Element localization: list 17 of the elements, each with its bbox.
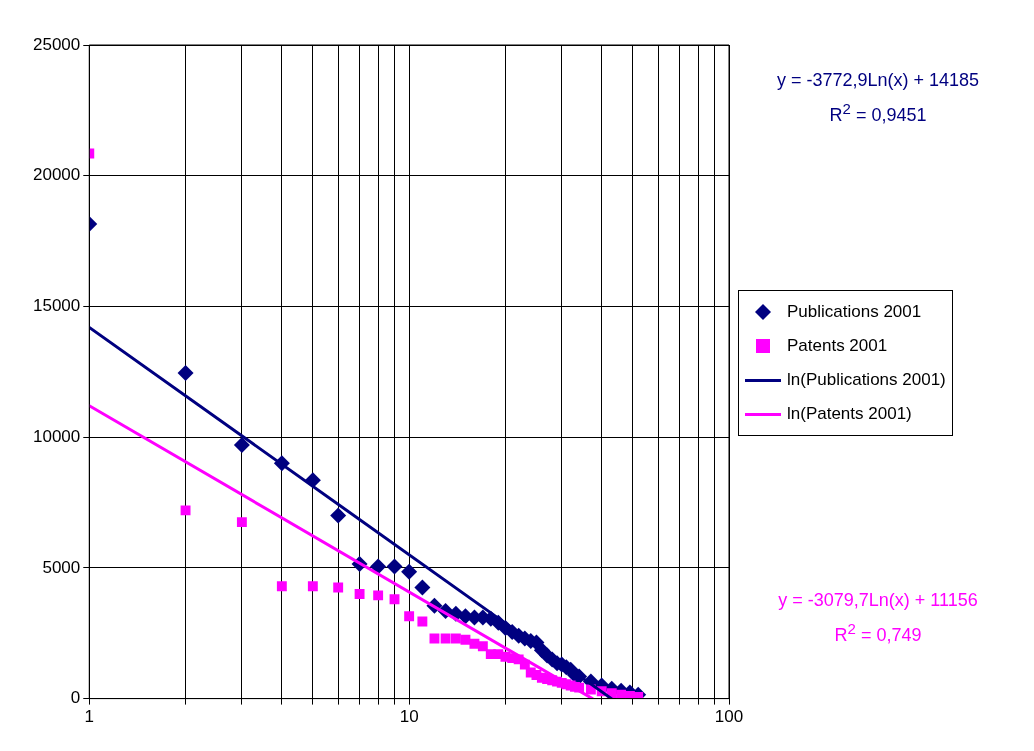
legend-label: Patents 2001 [787, 336, 888, 356]
legend-label: ln(Publications 2001) [787, 370, 946, 390]
legend-label: Publications 2001 [787, 302, 922, 322]
text: R$^{2}$ = 0,749 [833, 620, 923, 646]
x-tick-label: 1 [84, 707, 95, 727]
y-tick-label: 25000 [32, 34, 81, 54]
y-tick-label: 0 [70, 688, 81, 708]
legend-label: ln(Patents 2001) [787, 404, 912, 424]
y-tick-label: 15000 [32, 296, 81, 316]
y-tick-label: 20000 [32, 165, 81, 185]
text: y = -3079,7Ln(x) + 11156 [777, 590, 979, 611]
text: y = -3772,9Ln(x) + 14185 [775, 70, 981, 91]
x-tick-label: 10 [399, 707, 419, 727]
x-tick-label: 100 [714, 707, 744, 727]
y-tick-label: 10000 [32, 426, 81, 446]
y-tick-label: 5000 [42, 557, 81, 577]
text: R$^{2}$ = 0,9451 [828, 100, 928, 126]
